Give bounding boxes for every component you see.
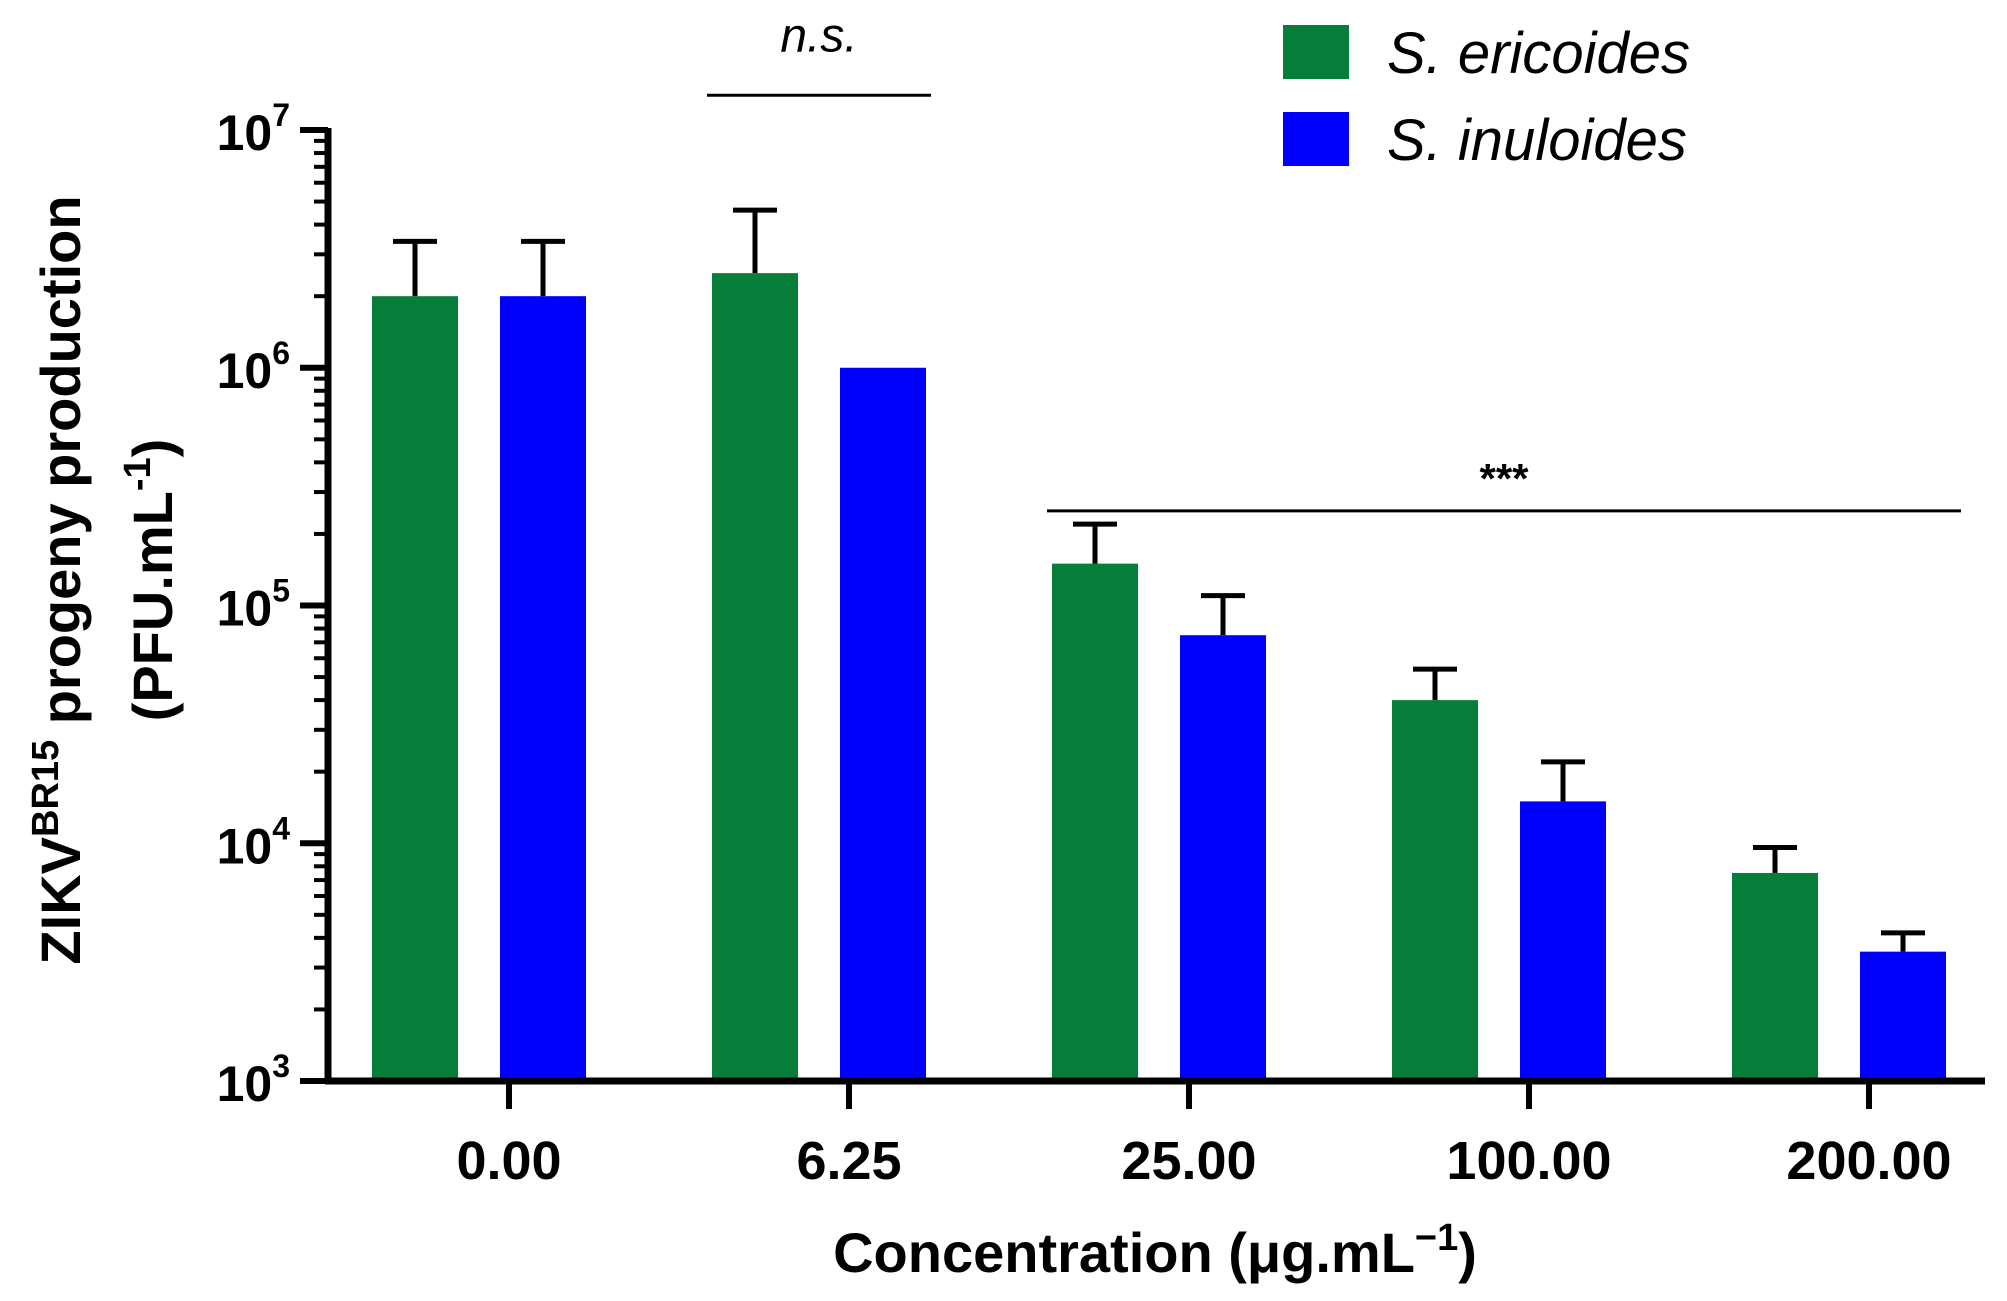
bar-inuloides-1 xyxy=(840,367,926,1081)
y-tick-base: 10 xyxy=(217,818,273,874)
y-axis-title-line2-main: (PFU.mL xyxy=(121,491,184,721)
x-axis-title-main: Concentration (μg.mL xyxy=(833,1221,1415,1284)
y-tick-exp: 3 xyxy=(272,1048,290,1084)
y-tick-base: 10 xyxy=(217,105,273,161)
y-axis-title-line1-sup: BR15 xyxy=(25,740,67,837)
y-tick-label-4: 107 xyxy=(217,97,290,161)
y-axis-title-line1: ZIKVBR15 progeny production xyxy=(25,195,92,964)
x-axis-title-close: ) xyxy=(1458,1221,1477,1284)
bar-ericoides-4 xyxy=(1732,872,1818,1081)
bar-inuloides-0 xyxy=(500,296,586,1081)
bar-inuloides-4 xyxy=(1860,951,1946,1081)
y-tick-base: 10 xyxy=(217,1056,273,1112)
y-tick-exp: 6 xyxy=(272,335,290,371)
y-tick-exp: 5 xyxy=(272,573,290,609)
x-axis-title-sup: −1 xyxy=(1415,1217,1458,1259)
y-axis-title-line1-rest: progeny production xyxy=(29,195,92,739)
legend-label-0: S. ericoides xyxy=(1387,21,1690,86)
legend-swatch-0 xyxy=(1283,25,1349,79)
x-tick-label-1: 6.25 xyxy=(796,1131,901,1191)
legend: S. ericoides S. inuloides xyxy=(1283,21,1690,173)
y-tick-base: 10 xyxy=(217,581,273,637)
y-tick-exp: 7 xyxy=(272,97,290,133)
x-tick-label-3: 100.00 xyxy=(1446,1131,1611,1191)
x-tick-label-4: 200.00 xyxy=(1786,1131,1951,1191)
y-tick-label-1: 104 xyxy=(217,810,291,874)
x-tick-label-2: 25.00 xyxy=(1121,1131,1256,1191)
y-axis-title-line1-main: ZIKV xyxy=(29,837,92,965)
bar-inuloides-3 xyxy=(1520,801,1606,1081)
significance-label-0: n.s. xyxy=(780,9,857,62)
x-tick-label-0: 0.00 xyxy=(456,1131,561,1191)
y-axis-title-line2-sup: -1 xyxy=(117,457,159,491)
bar-ericoides-2 xyxy=(1052,563,1138,1081)
significance-label-1: *** xyxy=(1479,455,1529,502)
y-tick-label-2: 105 xyxy=(217,573,290,637)
y-tick-base: 10 xyxy=(217,343,273,399)
y-axis-title-line2: (PFU.mL-1) xyxy=(117,439,184,722)
y-axis-title-line2-close: ) xyxy=(121,439,184,458)
y-axis-title: ZIKVBR15 progeny production (PFU.mL-1) xyxy=(25,195,184,964)
legend-swatch-1 xyxy=(1283,112,1349,166)
x-axis-title: Concentration (μg.mL−1) xyxy=(833,1217,1477,1284)
y-tick-label-3: 106 xyxy=(217,335,290,399)
bar-ericoides-1 xyxy=(712,273,798,1081)
y-tick-exp: 4 xyxy=(272,810,290,846)
bar-inuloides-2 xyxy=(1180,635,1266,1081)
legend-label-1: S. inuloides xyxy=(1387,108,1687,173)
bar-ericoides-3 xyxy=(1392,700,1478,1081)
bar-ericoides-0 xyxy=(372,296,458,1081)
y-tick-label-0: 103 xyxy=(217,1048,290,1112)
